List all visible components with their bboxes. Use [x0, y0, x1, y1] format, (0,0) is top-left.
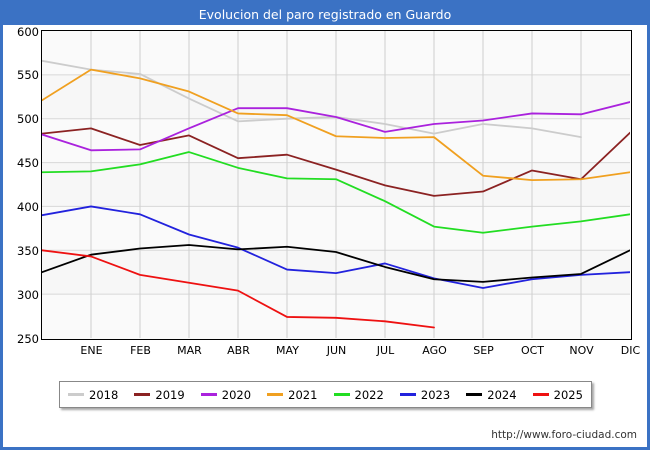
legend-label: 2018 — [89, 387, 119, 402]
x-axis-labels: ENE FEB MAR ABR MAY JUN JUL AGO SEP OCT NOV DIC — [41, 344, 640, 364]
legend-label: 2022 — [354, 387, 384, 402]
legend-swatch-icon-2023 — [399, 393, 416, 396]
series-line-2018 — [42, 59, 582, 139]
y-tick-400: 400 — [17, 199, 39, 214]
legend-label: 2021 — [288, 387, 318, 402]
series-line-2019 — [42, 127, 630, 197]
x-tick-SEP: SEP — [473, 344, 494, 357]
legend-item-2024[interactable]: 2024 — [466, 387, 517, 402]
y-tick-600: 600 — [17, 24, 39, 39]
x-tick-JUL: JUL — [376, 344, 395, 357]
series-line-2023 — [42, 205, 630, 289]
legend-label: 2024 — [487, 387, 517, 402]
legend-item-2022[interactable]: 2022 — [333, 387, 384, 402]
chart-area: 250 300 350 400 450 500 550 600 ENE FEB MAR ABR MAY… — [3, 25, 647, 370]
y-tick-250: 250 — [17, 331, 39, 346]
x-tick-DIC: DIC — [620, 344, 641, 357]
x-tick-NOV: NOV — [569, 344, 594, 357]
page-title: Evolucion del paro registrado en Guardo — [198, 6, 452, 22]
legend-label: 2025 — [553, 387, 583, 402]
legend-label: 2019 — [155, 387, 185, 402]
legend-item-2020[interactable]: 2020 — [200, 387, 252, 402]
x-tick-ENE: ENE — [80, 344, 103, 357]
series-line-2022 — [42, 151, 630, 234]
y-tick-350: 350 — [17, 243, 39, 258]
legend-swatch-icon-2021 — [267, 393, 284, 396]
x-tick-OCT: OCT — [520, 344, 545, 357]
legend-item-2019[interactable]: 2019 — [134, 387, 185, 402]
series-line-2021 — [42, 68, 630, 182]
legend-item-2018[interactable]: 2018 — [68, 388, 118, 402]
y-tick-450: 450 — [17, 156, 39, 171]
series-line-2025 — [42, 249, 435, 329]
legend-swatch-icon-2020 — [200, 393, 217, 396]
series-line-2024 — [42, 244, 630, 283]
legend-swatch-icon-2018 — [68, 393, 85, 396]
x-tick-AGO: AGO — [422, 344, 447, 357]
plot-area — [41, 30, 632, 340]
legend-swatch-icon-2022 — [333, 393, 350, 396]
legend-swatch-icon-2025 — [532, 393, 549, 396]
x-tick-MAY: MAY — [276, 344, 299, 357]
y-axis-labels: 250 300 350 400 450 500 550 600 — [3, 25, 39, 346]
attribution-text: http://www.foro-ciudad.com — [491, 429, 637, 441]
legend-item-2025[interactable]: 2025 — [532, 387, 583, 402]
x-tick-MAR: MAR — [177, 344, 202, 357]
legend-swatch-icon-2019 — [134, 393, 151, 396]
window-title-bar: Evolucion del paro registrado en Guardo — [3, 3, 647, 25]
legend-label: 2023 — [420, 387, 451, 402]
y-tick-300: 300 — [17, 287, 39, 302]
x-tick-ABR: ABR — [227, 344, 250, 357]
series-lines — [42, 31, 630, 338]
series-line-2020 — [42, 101, 630, 152]
x-tick-FEB: FEB — [130, 344, 151, 357]
legend-label: 2020 — [221, 387, 252, 402]
legend-item-2021[interactable]: 2021 — [267, 388, 317, 402]
legend-swatch-icon-2024 — [466, 393, 483, 396]
legend-item-2023[interactable]: 2023 — [399, 387, 451, 402]
x-tick-JUN: JUN — [326, 344, 347, 357]
y-tick-500: 500 — [17, 112, 39, 127]
chart-legend: 2018 2019 2020 2021 2022 2023 2024 2025 — [59, 381, 592, 408]
y-tick-550: 550 — [17, 68, 39, 83]
